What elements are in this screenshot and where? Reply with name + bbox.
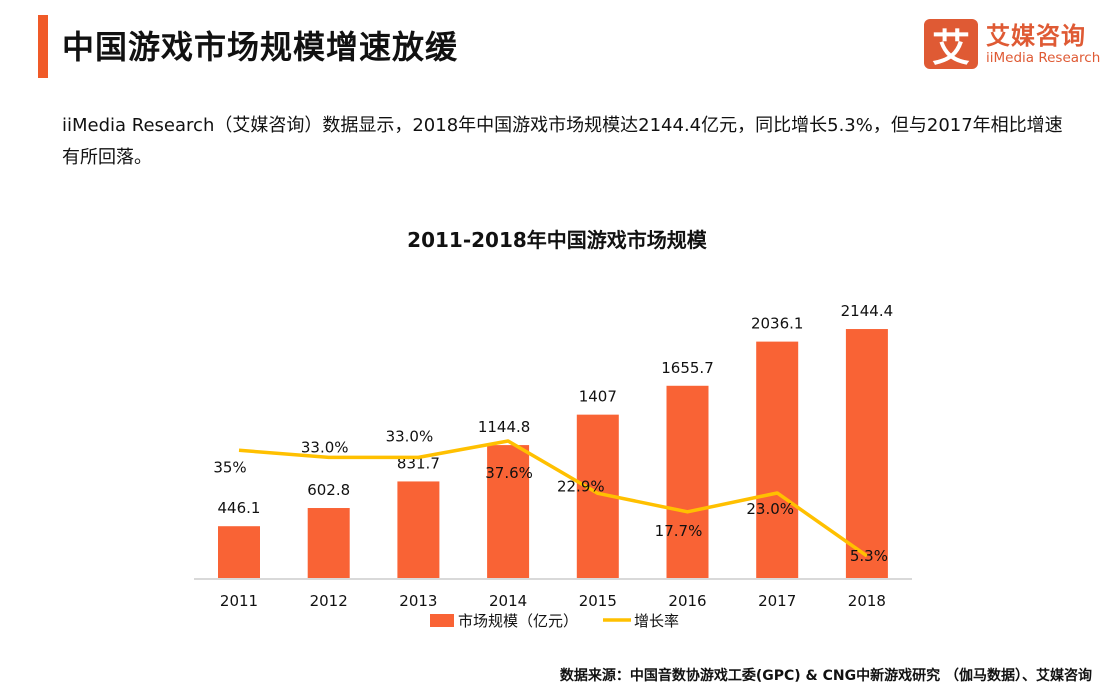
line-label-2013: 33.0% [386, 427, 434, 445]
line-label-2015: 22.9% [557, 477, 605, 495]
chart-title: 2011-2018年中国游戏市场规模 [407, 228, 707, 252]
bar-label-2017: 2036.1 [751, 315, 804, 333]
bar-label-2011: 446.1 [218, 499, 261, 517]
legend-line-label: 增长率 [634, 612, 679, 630]
bar-label-2014: 1144.8 [478, 418, 531, 436]
line-label-2012: 33.0% [301, 438, 349, 456]
legend-bar-swatch [430, 614, 454, 627]
line-label-2014: 37.6% [485, 464, 533, 482]
description: iiMedia Research（艾媒咨询）数据显示，2018年中国游戏市场规模… [62, 115, 1063, 168]
bar-2012 [307, 508, 350, 578]
line-label-2018: 5.3% [850, 547, 888, 565]
bar-label-2018: 2144.4 [841, 302, 894, 320]
x-tick-2015: 2015 [579, 592, 617, 610]
bar-label-2012: 602.8 [307, 481, 350, 499]
growth-rate-line [238, 439, 868, 558]
bar-2014 [487, 445, 530, 578]
bar-label-2016: 1655.7 [661, 359, 714, 377]
bar-label-2015: 1407 [579, 388, 617, 406]
source-note: 数据来源：中国音数协游戏工委(GPC) & CNG中新游戏研究 （伽马数据）、艾… [559, 668, 1092, 684]
x-tick-2018: 2018 [848, 592, 886, 610]
bar-2018 [845, 329, 888, 578]
bar-2011 [218, 526, 260, 578]
legend-bar-label: 市场规模（亿元） [458, 612, 578, 630]
logo-cn: 艾媒咨询 [986, 22, 1086, 50]
line-label-2017: 23.0% [746, 500, 794, 518]
x-tick-2017: 2017 [758, 592, 796, 610]
page-title: 中国游戏市场规模增速放缓 [62, 28, 459, 66]
bar-2013 [397, 481, 440, 578]
line-label-2011: 35% [213, 458, 246, 476]
logo-en: iiMedia Research [986, 50, 1101, 66]
x-tick-2016: 2016 [668, 592, 706, 610]
bar-2017 [756, 341, 799, 578]
x-tick-2013: 2013 [399, 592, 437, 610]
logo-mark: 艾 [924, 19, 978, 70]
line-label-2016: 17.7% [655, 522, 703, 540]
x-tick-2014: 2014 [489, 592, 527, 610]
x-tick-2011: 2011 [220, 592, 258, 610]
bar-2016 [666, 385, 709, 578]
title-accent-bar [38, 15, 48, 78]
logo: 艾 艾媒咨询 iiMedia Research [924, 19, 1101, 70]
x-tick-2012: 2012 [310, 592, 348, 610]
